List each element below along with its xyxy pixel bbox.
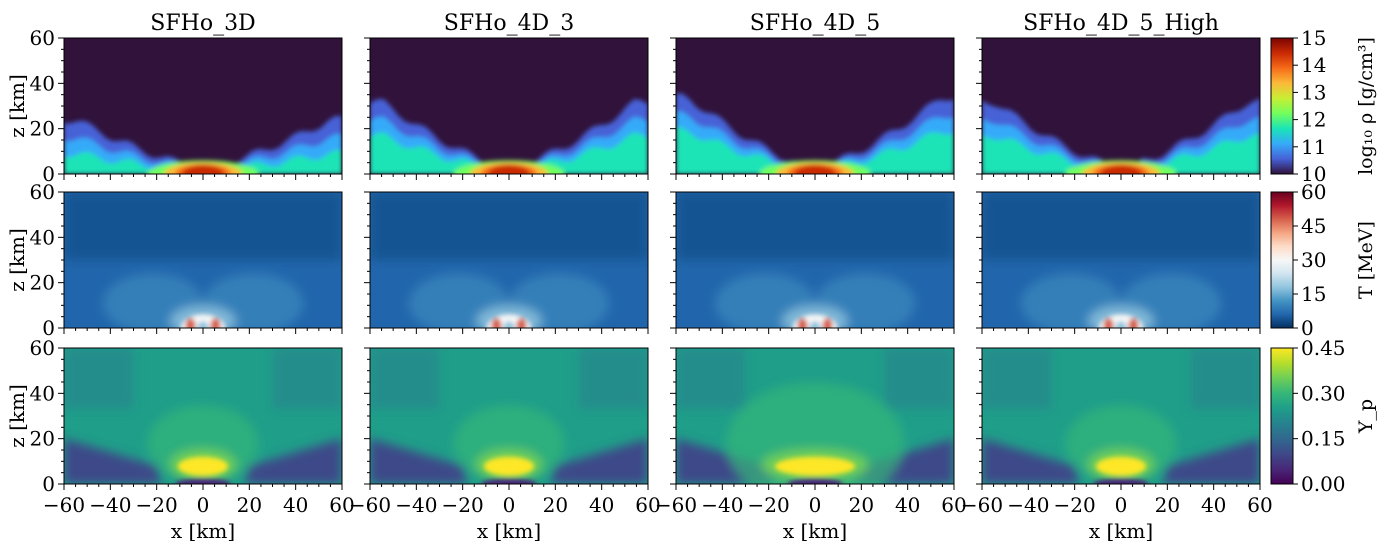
colorbar-gradient — [1270, 347, 1294, 485]
panels-group: SFHo_3D SFHo_4D_3 SFHo_4D_5 SFHo_4D_5_High 0… — [5, 11, 1273, 543]
panel-temperature-2 — [670, 191, 955, 334]
colorbar-gradient — [1270, 37, 1294, 175]
x-tick-label: −20 — [748, 493, 790, 517]
x-axis-label: x [km] — [783, 519, 847, 543]
x-tick-label: 40 — [895, 493, 920, 517]
colorbar-tick-label: 0.15 — [1301, 427, 1346, 451]
panel-title-3: SFHo_4D_5_High — [1023, 11, 1219, 36]
x-tick-label: 20 — [1155, 493, 1180, 517]
x-tick-label: −60 — [655, 493, 697, 517]
x-tick-label: 20 — [237, 493, 262, 517]
y-tick-label: 60 — [30, 26, 55, 50]
x-tick-label: −40 — [395, 493, 437, 517]
panel-title-0: SFHo_3D — [150, 11, 255, 36]
proton-fraction-field — [676, 348, 954, 484]
x-tick-label: −20 — [136, 493, 178, 517]
panel-temperature-0: 0 20 40 60z [km] — [5, 180, 343, 340]
y-tick-label: 40 — [30, 225, 55, 249]
x-tick-label: 40 — [283, 493, 308, 517]
y-tick-label: 20 — [30, 117, 55, 141]
density-field — [982, 98, 1260, 174]
x-tick-label: −40 — [1007, 493, 1049, 517]
x-tick-label: −60 — [961, 493, 1003, 517]
temperature-field — [370, 192, 648, 328]
y-tick-label: 40 — [30, 381, 55, 405]
y-tick-label: 0 — [42, 472, 55, 496]
colorbar-tick-label: 14 — [1301, 53, 1326, 77]
colorbar-proton_fraction: 0.00 0.15 0.30 0.45 Y_p — [1270, 336, 1377, 496]
y-axis-label: z [km] — [5, 228, 29, 292]
colorbar-tick-label: 13 — [1301, 80, 1326, 104]
y-tick-label: 40 — [30, 71, 55, 95]
y-axis-label: z [km] — [5, 74, 29, 138]
temperature-field — [64, 192, 342, 328]
colorbar-tick-label: 0 — [1301, 316, 1314, 340]
colorbar-temperature: 0 15 30 45 60 T [MeV] — [1270, 180, 1377, 340]
x-tick-label: −60 — [43, 493, 85, 517]
colorbar-label: Y_p — [1355, 399, 1377, 434]
x-tick-label: 20 — [543, 493, 568, 517]
x-tick-label: −40 — [89, 493, 131, 517]
panel-density-1 — [364, 37, 649, 180]
proton-fraction-field — [982, 348, 1260, 484]
x-tick-label: 60 — [329, 493, 354, 517]
colorbar-tick-label: 0.00 — [1301, 472, 1346, 496]
x-tick-label: 40 — [1201, 493, 1226, 517]
panel-density-2 — [670, 37, 955, 180]
colorbar-tick-label: 30 — [1301, 248, 1326, 272]
colorbar-tick-label: 0.30 — [1301, 381, 1346, 405]
x-tick-label: 0 — [503, 493, 516, 517]
density-field — [64, 116, 342, 174]
colorbar-density: 10 11 12 13 14 15 log₁₀ ρ [g/cm³] — [1270, 26, 1377, 186]
colorbar-tick-label: 15 — [1301, 282, 1326, 306]
x-axis-label: x [km] — [477, 519, 541, 543]
panel-proton_fraction-1: −60 −40 −20 0 20 40 60 x [km] — [349, 347, 661, 543]
y-tick-label: 60 — [30, 336, 55, 360]
colorbar-label: T [MeV] — [1355, 221, 1377, 299]
panel-temperature-3 — [976, 191, 1261, 334]
panel-title-2: SFHo_4D_5 — [750, 11, 880, 36]
y-tick-label: 60 — [30, 180, 55, 204]
colorbar-tick-label: 45 — [1301, 214, 1326, 238]
x-tick-label: −20 — [442, 493, 484, 517]
y-tick-label: 0 — [42, 316, 55, 340]
y-tick-label: 20 — [30, 427, 55, 451]
x-tick-label: 60 — [1247, 493, 1272, 517]
panel-proton_fraction-3: −60 −40 −20 0 20 40 60 x [km] — [961, 347, 1273, 543]
colorbar-tick-label: 11 — [1301, 135, 1326, 159]
y-tick-label: 0 — [42, 162, 55, 186]
panel-density-0: 0 20 40 60z [km] — [5, 26, 343, 186]
colorbars-group: 10 11 12 13 14 15 log₁₀ ρ [g/cm³] 0 15 30 45 60 T [M… — [1270, 26, 1377, 496]
x-tick-label: 0 — [197, 493, 210, 517]
x-tick-label: 0 — [1115, 493, 1128, 517]
x-tick-label: −60 — [349, 493, 391, 517]
colorbar-label: log₁₀ ρ [g/cm³] — [1355, 37, 1377, 175]
x-tick-label: 40 — [589, 493, 614, 517]
x-tick-label: −40 — [701, 493, 743, 517]
colorbar-tick-label: 12 — [1301, 108, 1326, 132]
y-tick-label: 20 — [30, 271, 55, 295]
colorbar-gradient — [1270, 191, 1294, 329]
panel-density-3 — [976, 37, 1261, 180]
colorbar-tick-label: 10 — [1301, 162, 1326, 186]
density-field — [370, 99, 648, 174]
panel-title-1: SFHo_4D_3 — [444, 11, 574, 36]
y-axis-label: z [km] — [5, 384, 29, 448]
x-tick-label: 60 — [941, 493, 966, 517]
x-axis-label: x [km] — [171, 519, 235, 543]
panel-temperature-1 — [364, 191, 649, 334]
colorbar-tick-label: 15 — [1301, 26, 1326, 50]
panel-proton_fraction-2: −60 −40 −20 0 20 40 60 x [km] — [655, 347, 967, 543]
temperature-field — [982, 192, 1260, 328]
density-field — [676, 93, 954, 174]
x-tick-label: −20 — [1054, 493, 1096, 517]
x-tick-label: 0 — [809, 493, 822, 517]
x-tick-label: 60 — [635, 493, 660, 517]
x-axis-label: x [km] — [1089, 519, 1153, 543]
colorbar-tick-label: 0.45 — [1301, 336, 1346, 360]
x-tick-label: 20 — [849, 493, 874, 517]
colorbar-tick-label: 60 — [1301, 180, 1326, 204]
